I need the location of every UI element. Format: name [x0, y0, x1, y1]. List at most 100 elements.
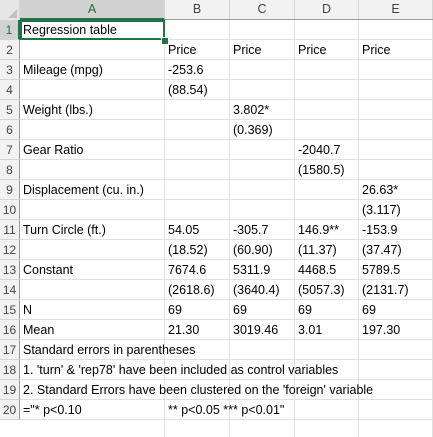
- row-header-16[interactable]: 16: [0, 320, 20, 340]
- row-header-10[interactable]: 10: [0, 200, 20, 220]
- cell-c14[interactable]: (3640.4): [233, 283, 280, 297]
- cell-d14[interactable]: (5057.3): [298, 283, 345, 297]
- cell-e15[interactable]: 69: [362, 303, 376, 317]
- cell-b14[interactable]: (2618.6): [168, 283, 215, 297]
- gridline: [20, 299, 433, 300]
- cell-b12[interactable]: (18.52): [168, 243, 208, 257]
- gridline: [20, 379, 433, 380]
- row-header-14[interactable]: 14: [0, 280, 20, 300]
- row-header-13[interactable]: 13: [0, 260, 20, 280]
- gridline: [20, 319, 433, 320]
- cell-b16[interactable]: 21.30: [168, 323, 200, 337]
- gridline: [20, 279, 433, 280]
- gridline: [20, 139, 433, 140]
- cell-a7[interactable]: Gear Ratio: [23, 143, 84, 157]
- gridline: [20, 39, 433, 40]
- cell-c5[interactable]: 3.802*: [233, 103, 270, 117]
- column-header-b[interactable]: B: [165, 0, 230, 19]
- gridline: [294, 20, 295, 437]
- cell-d7[interactable]: -2040.7: [298, 143, 341, 157]
- cell-a16[interactable]: Mean: [23, 323, 55, 337]
- row-header-4[interactable]: 4: [0, 80, 20, 100]
- gridline: [20, 199, 433, 200]
- cell-a9[interactable]: Displacement (cu. in.): [23, 183, 144, 197]
- row-header-18[interactable]: 18: [0, 360, 20, 380]
- fill-handle[interactable]: [161, 37, 169, 45]
- cell-c16[interactable]: 3019.46: [233, 323, 279, 337]
- cell-d12[interactable]: (11.37): [298, 243, 337, 257]
- gridline: [229, 20, 230, 437]
- cell-a11[interactable]: Turn Circle (ft.): [23, 223, 106, 237]
- cell-c2[interactable]: Price: [233, 43, 262, 57]
- cell-b13[interactable]: 7674.6: [168, 263, 207, 277]
- cell-e11[interactable]: -153.9: [362, 223, 398, 237]
- cell-e12[interactable]: (37.47): [362, 243, 402, 257]
- cell-b2[interactable]: Price: [168, 43, 197, 57]
- cell-c13[interactable]: 5311.9: [233, 263, 271, 277]
- cell-c11[interactable]: -305.7: [233, 223, 269, 237]
- cell-d16[interactable]: 3.01: [298, 323, 323, 337]
- gridline: [20, 339, 433, 340]
- select-all-corner[interactable]: [0, 0, 20, 20]
- gridline: [20, 419, 433, 420]
- cell-a20[interactable]: ="* p<0.10: [23, 403, 82, 417]
- cell-c6[interactable]: (0.369): [233, 123, 273, 137]
- row-header-12[interactable]: 12: [0, 240, 20, 260]
- cell-a5[interactable]: Weight (lbs.): [23, 103, 93, 117]
- cell-a15[interactable]: N: [23, 303, 33, 317]
- column-header-e[interactable]: E: [359, 0, 433, 19]
- row-header-9[interactable]: 9: [0, 180, 20, 200]
- column-header-c[interactable]: C: [230, 0, 295, 19]
- cell-c15[interactable]: 69: [233, 303, 247, 317]
- cell-c12[interactable]: (60.90): [233, 243, 273, 257]
- cell-b3[interactable]: -253.6: [168, 63, 204, 77]
- gridline: [20, 59, 433, 60]
- cell-d13[interactable]: 4468.5: [298, 263, 337, 277]
- cell-e16[interactable]: 197.30: [362, 323, 401, 337]
- row-header-8[interactable]: 8: [0, 160, 20, 180]
- cell-a17[interactable]: Standard errors in parentheses: [23, 343, 196, 357]
- row-header-3[interactable]: 3: [0, 60, 20, 80]
- column-header-d[interactable]: D: [295, 0, 359, 19]
- row-header-7[interactable]: 7: [0, 140, 20, 160]
- cell-d2[interactable]: Price: [298, 43, 327, 57]
- gridline: [20, 119, 433, 120]
- cell-a13[interactable]: Constant: [23, 263, 74, 277]
- row-header-1[interactable]: 1: [0, 20, 20, 40]
- cell-e9[interactable]: 26.63*: [362, 183, 399, 197]
- cell-d8[interactable]: (1580.5): [298, 163, 345, 177]
- row-header-20[interactable]: 20: [0, 400, 20, 420]
- row-header-5[interactable]: 5: [0, 100, 20, 120]
- gridline: [20, 399, 433, 400]
- cell-b20[interactable]: ** p<0.05 *** p<0.01": [168, 403, 285, 417]
- cell-a19[interactable]: 2. Standard Errors have been clustered o…: [23, 383, 374, 397]
- cell-e10[interactable]: (3.117): [362, 203, 401, 217]
- column-header-a[interactable]: A: [20, 0, 165, 20]
- row-header-19[interactable]: 19: [0, 380, 20, 400]
- cell-e13[interactable]: 5789.5: [362, 263, 401, 277]
- cell-d15[interactable]: 69: [298, 303, 312, 317]
- gridline: [20, 239, 433, 240]
- select-all-triangle-icon: [8, 9, 17, 18]
- gridline: [20, 79, 433, 80]
- cell-b11[interactable]: 54.05: [168, 223, 200, 237]
- cell-a1[interactable]: Regression table: [23, 23, 117, 37]
- cell-e14[interactable]: (2131.7): [362, 283, 409, 297]
- row-header-11[interactable]: 11: [0, 220, 20, 240]
- cell-a18[interactable]: 1. 'turn' & 'rep78' have been included a…: [23, 363, 339, 377]
- row-header-6[interactable]: 6: [0, 120, 20, 140]
- row-header-15[interactable]: 15: [0, 300, 20, 320]
- cell-e2[interactable]: Price: [362, 43, 391, 57]
- gridline: [20, 179, 433, 180]
- cell-b15[interactable]: 69: [168, 303, 182, 317]
- active-cell-border: [20, 20, 165, 40]
- cell-d11[interactable]: 146.9**: [298, 223, 340, 237]
- gridline: [164, 20, 165, 437]
- gridline: [20, 219, 433, 220]
- cell-b4[interactable]: (88.54): [168, 83, 208, 97]
- row-header-2[interactable]: 2: [0, 40, 20, 60]
- row-header-17[interactable]: 17: [0, 340, 20, 360]
- gridline: [20, 259, 433, 260]
- gridline: [20, 359, 433, 360]
- cell-a3[interactable]: Mileage (mpg): [23, 63, 103, 77]
